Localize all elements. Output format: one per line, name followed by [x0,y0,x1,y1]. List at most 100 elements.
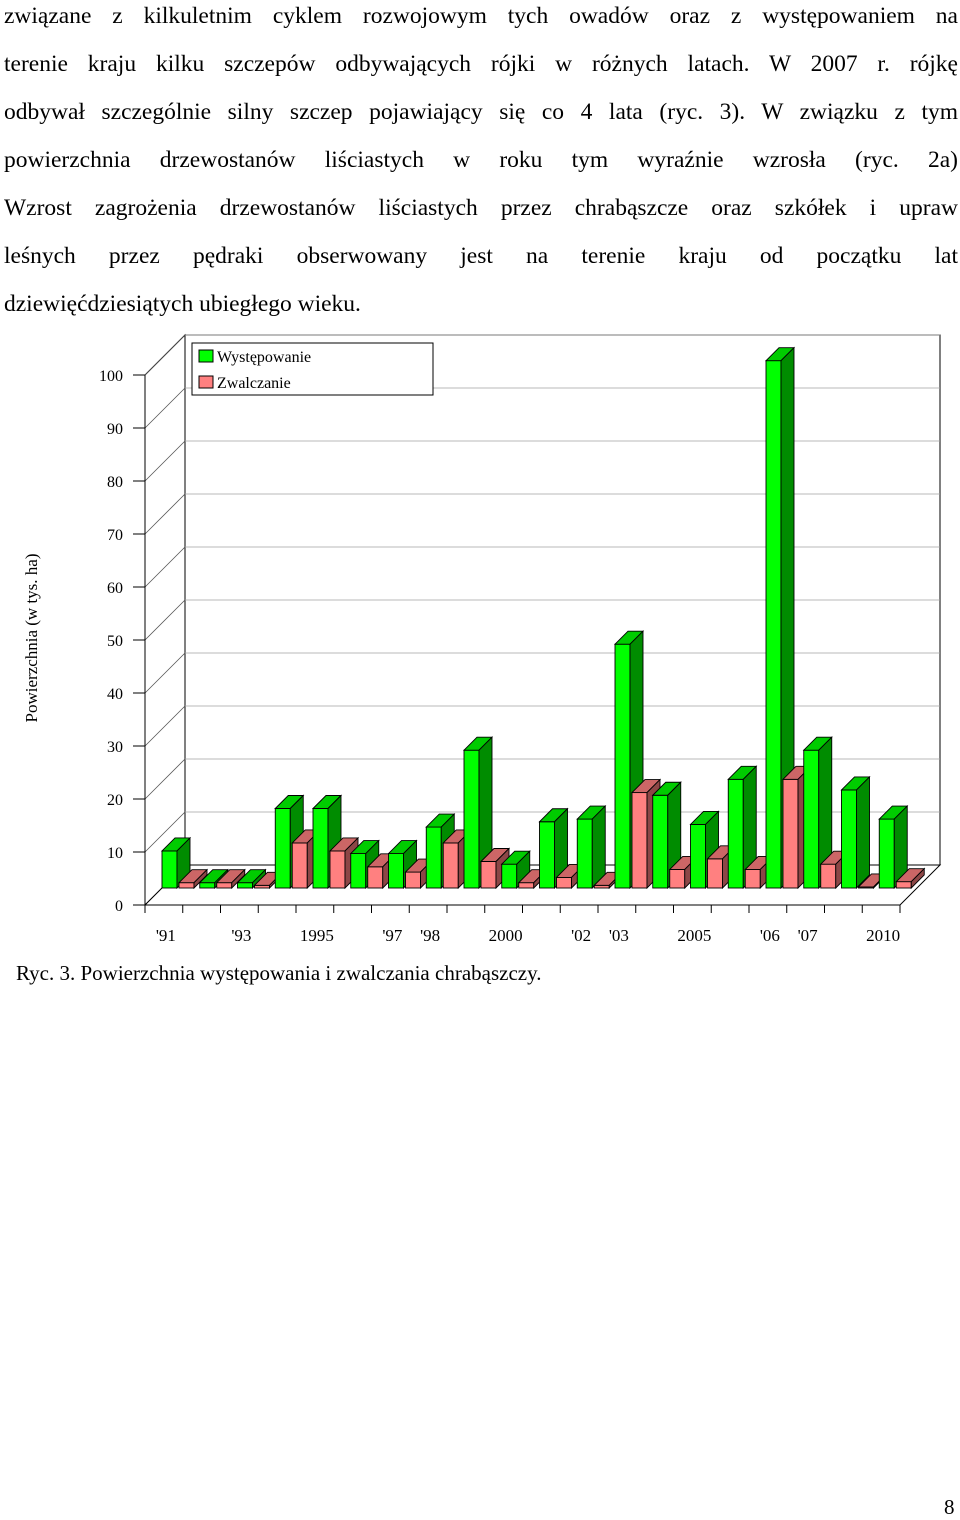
x-tick-label: '97 [382,926,403,945]
y-tick-label: 80 [107,474,123,491]
gridline-side [144,493,186,535]
gridline-side [144,758,186,800]
gridline-side [144,705,186,747]
bar-front [895,881,912,889]
bar-front [878,818,895,889]
chart-legend: Występowanie Zwalczanie [191,342,434,396]
bar-front [803,749,820,889]
bar-front [178,882,195,889]
bar-zwalczanie-2010 [895,867,926,890]
bar-front [539,821,555,889]
bar-front [367,866,384,889]
text-line: powierzchnia drzewostanów liściastych w … [4,147,958,173]
bar-side [910,867,925,890]
x-tick-label: '06 [760,926,780,945]
bar-front [216,882,233,889]
bar-występowanie-2002 [576,805,607,890]
bar-front [765,360,782,889]
bar-front [161,850,178,889]
bar-front [820,863,837,889]
bar-front [480,861,497,889]
bar-front [442,842,459,889]
text-line: leśnych przez pędraki obserwowany jest n… [4,243,958,269]
bar-front [350,853,367,889]
bar-front [690,823,706,889]
chart-bars [160,346,926,890]
bar-występowanie-2001 [538,807,569,890]
x-tick-labels: '91 '93 1995 '97 '98 2000 '02 '03 2005 '06 '07 2010 [156,926,900,945]
y-tick-label: 30 [107,739,123,756]
bar-front [841,789,857,889]
bar-występowanie-2007 [764,346,796,890]
page-number: 8 [944,1495,955,1519]
text-line: terenie kraju kilku szczepów odbywającyc… [4,51,958,77]
bar-front [237,882,253,889]
y-axis-label: Powierzchnia (w tys. ha) [22,553,41,722]
x-tick-label: 2005 [677,926,711,945]
x-tick-label: 1995 [300,926,334,945]
y-tick-label: 0 [115,898,123,915]
bar-front [274,808,291,889]
gridline-side [144,334,186,376]
y-tick-label: 50 [107,633,123,650]
text-line: dziewięćdziesiątych ubiegłego wieku. [4,291,361,317]
y-tick-label: 90 [107,421,123,438]
bar-front [782,778,799,889]
x-tick-label: '91 [156,926,176,945]
y-tick-label: 100 [99,368,123,385]
bar-front [388,853,404,889]
text-line: Wzrost zagrożenia drzewostanów liściasty… [4,195,958,221]
gridline-side [144,440,186,482]
y-tick-label: 70 [107,527,123,544]
bar-front [631,792,648,889]
bar-zwalczanie-1992 [215,868,246,890]
bar-front [463,749,480,889]
x-tick-label: '93 [231,926,251,945]
bar-chart: 0 10 20 30 40 50 60 70 80 90 100 '91 '93 1995 '97 '98 2… [22,333,942,945]
bar-side [856,775,870,890]
x-tick-label: 2010 [866,926,900,945]
x-tick-label: '03 [609,926,629,945]
bar-front [405,871,421,889]
y-tick-label: 40 [107,686,123,703]
bar-front [518,882,535,889]
bar-front [614,643,631,889]
bar-występowanie-2006 [727,765,758,890]
bar-występowanie-2009 [840,775,871,890]
body-text: związane z kilkuletnim cyklem rozwojowym… [4,0,958,328]
bar-front [744,869,761,889]
y-tick-label: 10 [107,845,123,862]
bar-front [669,869,686,889]
bar-front [727,778,744,889]
bar-front [576,818,593,889]
x-tick-label: '07 [798,926,819,945]
gridline-side [144,599,186,641]
y-tick-label: 60 [107,580,123,597]
text-line: odbywał szczególnie silny szczep pojawia… [4,99,958,125]
x-tick-label: '02 [571,926,591,945]
y-tick-label: 20 [107,792,123,809]
bar-występowanie-2000 [500,850,531,890]
bar-występowanie-2010 [878,805,909,890]
bar-front [291,842,308,889]
bar-front [501,863,518,889]
gridline-side [144,546,186,588]
bar-front [556,876,572,889]
x-tick-label: '98 [420,926,440,945]
bar-front [199,882,216,889]
legend-swatch-wystepowanie [198,349,214,363]
gridline-side [144,387,186,429]
gridline-side [144,652,186,694]
text-line: związane z kilkuletnim cyklem rozwojowym… [4,3,958,29]
y-tick-labels: 0 10 20 30 40 50 60 70 80 90 100 [99,368,123,915]
bar-front [707,858,723,889]
gridline-side [144,811,186,853]
legend-swatch-zwalczanie [198,375,214,389]
bar-front [329,850,346,889]
legend-box [191,342,434,396]
bar-występowanie-2008 [802,736,833,890]
legend-label-wystepowanie: Występowanie [217,349,311,366]
figure-caption: Ryc. 3. Powierzchnia występowania i zwal… [16,961,542,985]
chart-axes [133,374,901,913]
bar-front [312,808,329,889]
